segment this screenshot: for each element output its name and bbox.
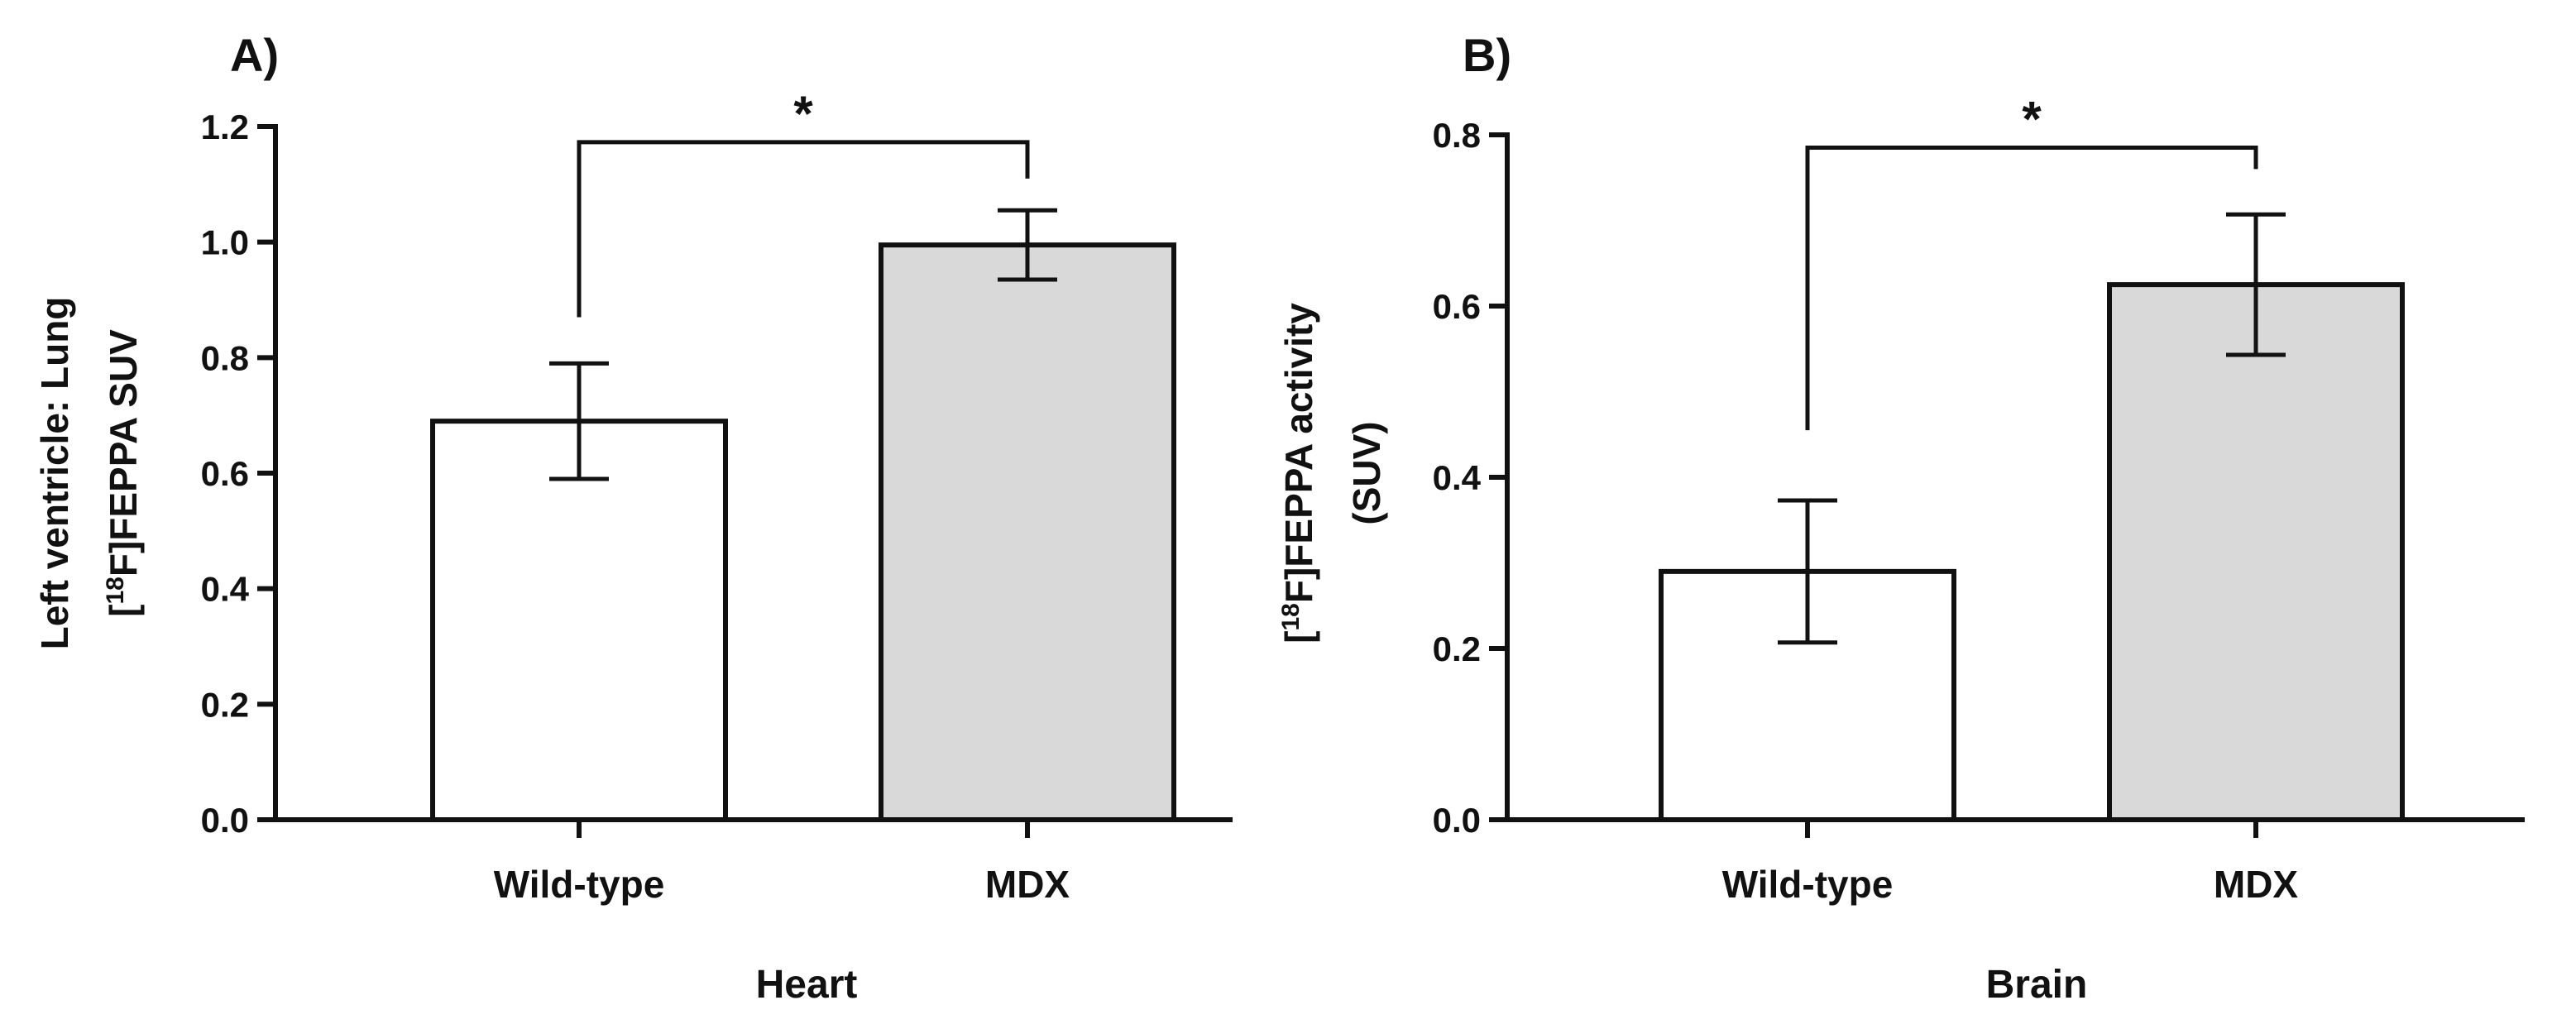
significance-asterisk: * <box>2022 92 2042 147</box>
y-tick-label: 0.4 <box>201 570 250 609</box>
category-label: MDX <box>2214 863 2299 906</box>
y-tick-label: 0.2 <box>1433 629 1481 668</box>
chart-panel-b: B) Wild-type MDX 0.0 0.2 0.4 0.6 0.8 [18F]FEPPA … <box>1277 29 2525 1007</box>
chart-panel-a: A) Wild-type MDX 0.0 0.2 0.4 0.6 0.8 1.0 1.2 Left … <box>33 29 1233 1007</box>
panel-label: B) <box>1463 29 1511 81</box>
y-tick-label: 0.8 <box>201 338 249 377</box>
y-tick-label: 1.0 <box>201 223 249 262</box>
y-axis-title-line1: Left ventricle: Lung <box>33 297 76 650</box>
y-axis-title-line1: [18F]FEPPA activity <box>1277 303 1320 644</box>
y-tick-label: 0.6 <box>1433 287 1481 326</box>
bar-wild-type <box>430 419 728 822</box>
y-tick-label: 0.2 <box>201 685 249 724</box>
y-axis-title-line2: [18F]FEPPA SUV <box>102 329 145 617</box>
category-label: MDX <box>985 863 1070 906</box>
significance-bracket <box>1805 146 2258 431</box>
y-axis-title-line2: (SUV) <box>1345 421 1388 524</box>
y-tick-label: 0.0 <box>1433 801 1481 840</box>
x-axis-title: Brain <box>1986 963 2088 1007</box>
bar-mdx <box>879 242 1176 822</box>
bar-mdx <box>2107 282 2405 822</box>
y-tick-label: 0.6 <box>201 454 249 493</box>
y-tick-label: 0.8 <box>1433 116 1481 155</box>
panel-label: A) <box>230 29 279 81</box>
y-tick-label: 1.2 <box>201 108 249 146</box>
x-axis-title: Heart <box>756 963 858 1007</box>
significance-asterisk: * <box>793 86 813 141</box>
category-label: Wild-type <box>494 863 665 906</box>
category-label: Wild-type <box>1722 863 1894 906</box>
y-tick-label: 0.4 <box>1433 458 1482 497</box>
significance-bracket <box>577 140 1030 318</box>
y-tick-label: 0.0 <box>201 801 249 840</box>
